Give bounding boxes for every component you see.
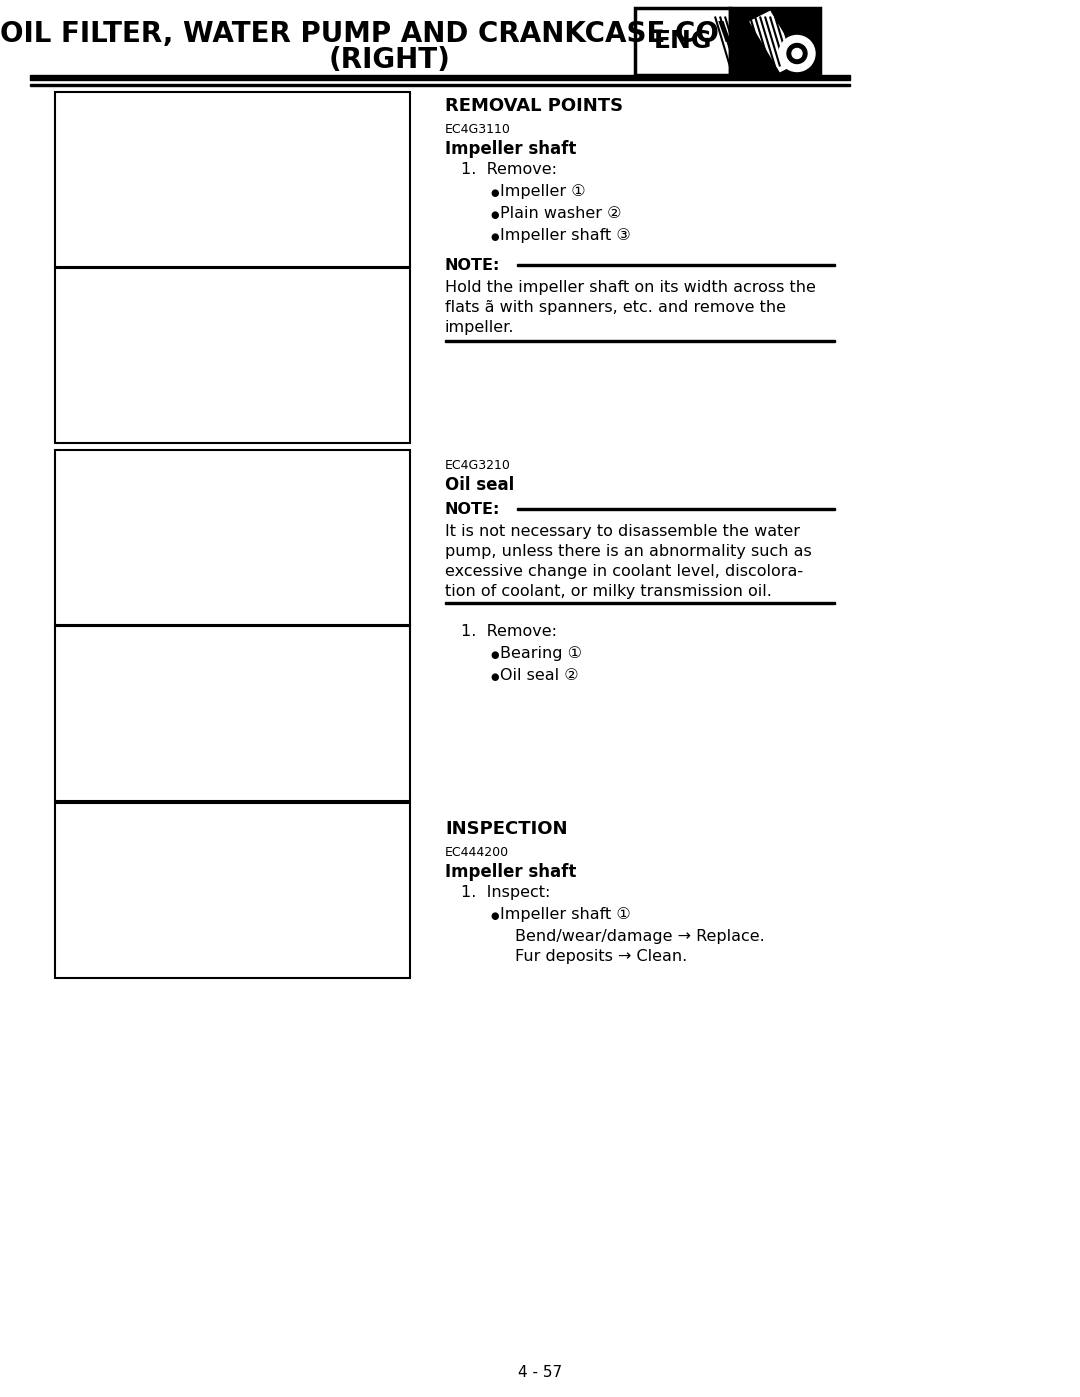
Bar xyxy=(517,509,835,510)
Circle shape xyxy=(779,35,815,71)
Text: Impeller shaft ③: Impeller shaft ③ xyxy=(500,228,631,243)
Bar xyxy=(30,84,850,87)
Text: OIL FILTER, WATER PUMP AND CRANKCASE COVER: OIL FILTER, WATER PUMP AND CRANKCASE COV… xyxy=(0,20,780,47)
Bar xyxy=(55,626,410,800)
Text: Fur deposits → Clean.: Fur deposits → Clean. xyxy=(515,949,687,964)
Text: EC4G3210: EC4G3210 xyxy=(445,460,511,472)
Text: ●: ● xyxy=(490,210,499,219)
Bar xyxy=(635,8,730,75)
Text: ●: ● xyxy=(490,911,499,921)
Text: pump, unless there is an abnormality such as: pump, unless there is an abnormality suc… xyxy=(445,543,812,559)
Text: ●: ● xyxy=(490,672,499,682)
Bar xyxy=(55,803,410,978)
Bar xyxy=(30,75,850,80)
Text: EC4G3110: EC4G3110 xyxy=(445,123,511,136)
Text: ●: ● xyxy=(490,189,499,198)
Text: Oil seal ②: Oil seal ② xyxy=(500,668,579,683)
Text: excessive change in coolant level, discolora-: excessive change in coolant level, disco… xyxy=(445,564,804,578)
Bar xyxy=(445,339,835,342)
Text: Impeller shaft ①: Impeller shaft ① xyxy=(500,907,631,922)
Text: Hold the impeller shaft on its width across the: Hold the impeller shaft on its width acr… xyxy=(445,279,815,295)
Text: ●: ● xyxy=(490,232,499,242)
Circle shape xyxy=(787,43,807,63)
Text: (RIGHT): (RIGHT) xyxy=(329,46,451,74)
Text: Impeller shaft: Impeller shaft xyxy=(445,863,577,882)
Text: 1.  Inspect:: 1. Inspect: xyxy=(461,886,551,900)
Bar xyxy=(55,92,410,267)
Text: NOTE:: NOTE: xyxy=(445,258,500,272)
Text: Bend/wear/damage → Replace.: Bend/wear/damage → Replace. xyxy=(515,929,765,944)
Text: NOTE:: NOTE: xyxy=(445,502,500,517)
Text: flats ã with spanners, etc. and remove the: flats ã with spanners, etc. and remove t… xyxy=(445,300,786,314)
Bar xyxy=(445,602,835,604)
Bar xyxy=(517,264,835,265)
Bar xyxy=(55,450,410,624)
Bar xyxy=(55,268,410,443)
Text: Impeller ①: Impeller ① xyxy=(500,184,585,198)
Text: 1.  Remove:: 1. Remove: xyxy=(461,162,557,177)
Text: 4 - 57: 4 - 57 xyxy=(518,1365,562,1380)
Text: Plain washer ②: Plain washer ② xyxy=(500,205,621,221)
Text: ENG: ENG xyxy=(653,29,712,53)
Text: INSPECTION: INSPECTION xyxy=(445,820,567,838)
Text: Bearing ①: Bearing ① xyxy=(500,645,582,661)
Text: It is not necessary to disassemble the water: It is not necessary to disassemble the w… xyxy=(445,524,800,539)
Text: EC444200: EC444200 xyxy=(445,847,509,859)
Text: Oil seal: Oil seal xyxy=(445,476,514,495)
Polygon shape xyxy=(750,11,800,71)
Bar xyxy=(730,8,820,75)
Circle shape xyxy=(792,49,802,59)
Text: 1.  Remove:: 1. Remove: xyxy=(461,624,557,638)
Text: impeller.: impeller. xyxy=(445,320,514,335)
Text: Impeller shaft: Impeller shaft xyxy=(445,140,577,158)
Text: ●: ● xyxy=(490,650,499,659)
Text: tion of coolant, or milky transmission oil.: tion of coolant, or milky transmission o… xyxy=(445,584,772,599)
Text: REMOVAL POINTS: REMOVAL POINTS xyxy=(445,96,623,115)
